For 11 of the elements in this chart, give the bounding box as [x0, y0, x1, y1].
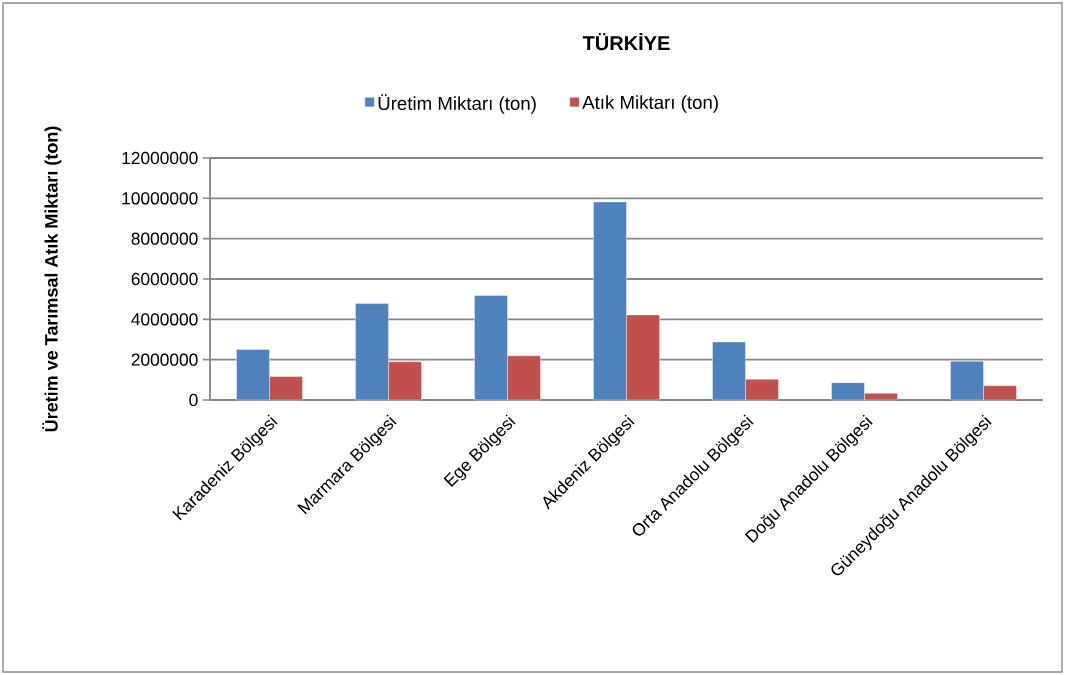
- y-tick-label: 0: [189, 393, 198, 407]
- y-tick-label: 8000000: [131, 232, 198, 245]
- chart-title: TÜRKİYE: [582, 32, 670, 51]
- legend-label: Üretim Miktarı (ton): [378, 94, 536, 114]
- y-tick-label: 4000000: [131, 313, 198, 326]
- y-tick-label: 10000000: [122, 192, 198, 205]
- y-tick-label: 2000000: [131, 353, 198, 366]
- y-axis-title: Üretim ve Tarımsal Atık Miktarı (ton): [42, 126, 62, 432]
- y-tick-label: 6000000: [131, 272, 198, 286]
- y-tick-label: 12000000: [122, 151, 198, 165]
- legend-label: Atık Miktarı (ton): [582, 95, 718, 113]
